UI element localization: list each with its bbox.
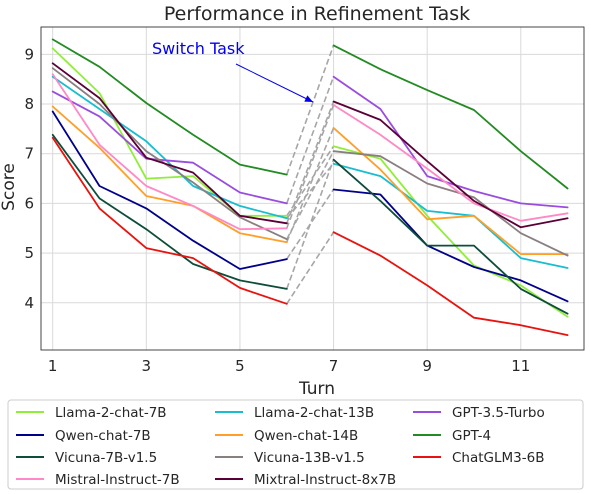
- series-line-vicuna-13b-v1-5-part-2: [332, 150, 569, 257]
- series-line-vicuna-13b-v1-5-part-1: [51, 67, 288, 241]
- y-tick-label-8: 8: [24, 95, 34, 113]
- series-line-gpt-4-part-1: [51, 38, 288, 176]
- legend-label-qwen-chat-14b: Qwen-chat-14B: [254, 428, 358, 444]
- series-line-llama-2-chat-13b-part-2: [332, 162, 569, 269]
- legend-label-qwen-chat-7b: Qwen-chat-7B: [55, 428, 151, 444]
- legend-label-vicuna-13b-v1-5: Vicuna-13B-v1.5: [254, 450, 365, 466]
- series-line-qwen-chat-14b-part-1: [51, 105, 288, 244]
- switch-connector-mistral-instruct-7b: [286, 104, 335, 229]
- switch-task-annotation: Switch Task: [152, 39, 314, 103]
- series-line-chatglm3-6b-part-1: [51, 136, 288, 305]
- series-line-mistral-instruct-7b-part-1: [51, 73, 288, 231]
- switch-connector-vicuna-13b-v1-5: [286, 150, 335, 240]
- tick-labels: 1 3 5 7 9 11 4 5 6 7 8 9: [24, 45, 530, 375]
- x-tick-label-1: 1: [48, 357, 58, 375]
- series-line-vicuna-7b-v1-5-part-2: [332, 158, 569, 315]
- series-line-llama-2-chat-13b-part-1: [51, 75, 288, 220]
- switch-connector-mixtral-instruct-8x7b: [286, 101, 335, 224]
- grid-lines: [41, 27, 584, 350]
- series-lines: [51, 38, 569, 337]
- series-line-gpt-3-5-turbo-part-1: [51, 90, 288, 205]
- y-tick-label-6: 6: [24, 194, 34, 212]
- y-tick-label-4: 4: [24, 294, 34, 312]
- series-line-mistral-instruct-7b-part-2: [332, 104, 569, 222]
- series-line-chatglm3-6b-part-2: [332, 231, 569, 337]
- series-line-gpt-3-5-turbo-part-2: [332, 75, 569, 209]
- legend-label-mistral-instruct-7b: Mistral-Instruct-7B: [55, 472, 180, 488]
- series-line-mixtral-instruct-8x7b-part-1: [51, 62, 288, 225]
- plot-frame: [40, 26, 585, 351]
- switch-task-label: Switch Task: [152, 39, 245, 58]
- switch-connectors: [286, 45, 335, 305]
- switch-connector-qwen-chat-14b: [286, 127, 335, 243]
- legend-label-llama-2-chat-7b: Llama-2-chat-7B: [55, 405, 167, 421]
- switch-connector-gpt-4: [286, 45, 335, 175]
- y-tick-label-7: 7: [24, 145, 34, 163]
- series-line-llama-2-chat-7b-part-1: [51, 47, 288, 217]
- legend-label-llama-2-chat-13b: Llama-2-chat-13B: [254, 405, 374, 421]
- series-line-vicuna-7b-v1-5-part-1: [51, 133, 288, 290]
- switch-connector-vicuna-7b-v1-5: [286, 159, 335, 290]
- y-axis-label: Score: [0, 163, 19, 211]
- series-line-mixtral-instruct-8x7b-part-2: [332, 100, 569, 229]
- y-tick-label-5: 5: [24, 244, 34, 262]
- series-line-qwen-chat-14b-part-2: [332, 127, 569, 256]
- chart-title: Performance in Refinement Task: [164, 3, 470, 25]
- switch-connector-gpt-3-5-turbo: [286, 76, 335, 204]
- x-tick-label-7: 7: [329, 357, 339, 375]
- x-tick-label-3: 3: [142, 357, 152, 375]
- legend-label-mixtral-instruct-8x7b: Mixtral-Instruct-8x7B: [254, 472, 396, 488]
- x-axis-label: Turn: [298, 379, 335, 399]
- series-line-gpt-4-part-2: [332, 44, 569, 190]
- legend-label-gpt-4: GPT-4: [452, 428, 491, 444]
- x-tick-label-11: 11: [511, 357, 530, 375]
- switch-task-arrow: [235, 63, 314, 103]
- series-line-qwen-chat-7b-part-1: [51, 110, 288, 270]
- legend-label-chatglm3-6b: ChatGLM3-6B: [452, 450, 545, 466]
- legend-label-gpt-3-5-turbo: GPT-3.5-Turbo: [452, 405, 545, 421]
- legend: Llama-2-chat-7B Llama-2-chat-13B GPT-3.5-T…: [7, 399, 584, 490]
- y-tick-label-9: 9: [24, 45, 34, 63]
- x-tick-label-5: 5: [235, 357, 245, 375]
- switch-task-arrowhead: [304, 95, 313, 102]
- x-tick-label-9: 9: [422, 357, 432, 375]
- legend-label-vicuna-7b-v1-5: Vicuna-7B-v1.5: [55, 450, 157, 466]
- legend-box: [7, 399, 584, 490]
- switch-connector-chatglm3-6b: [286, 231, 335, 305]
- series-line-llama-2-chat-7b-part-2: [332, 145, 569, 318]
